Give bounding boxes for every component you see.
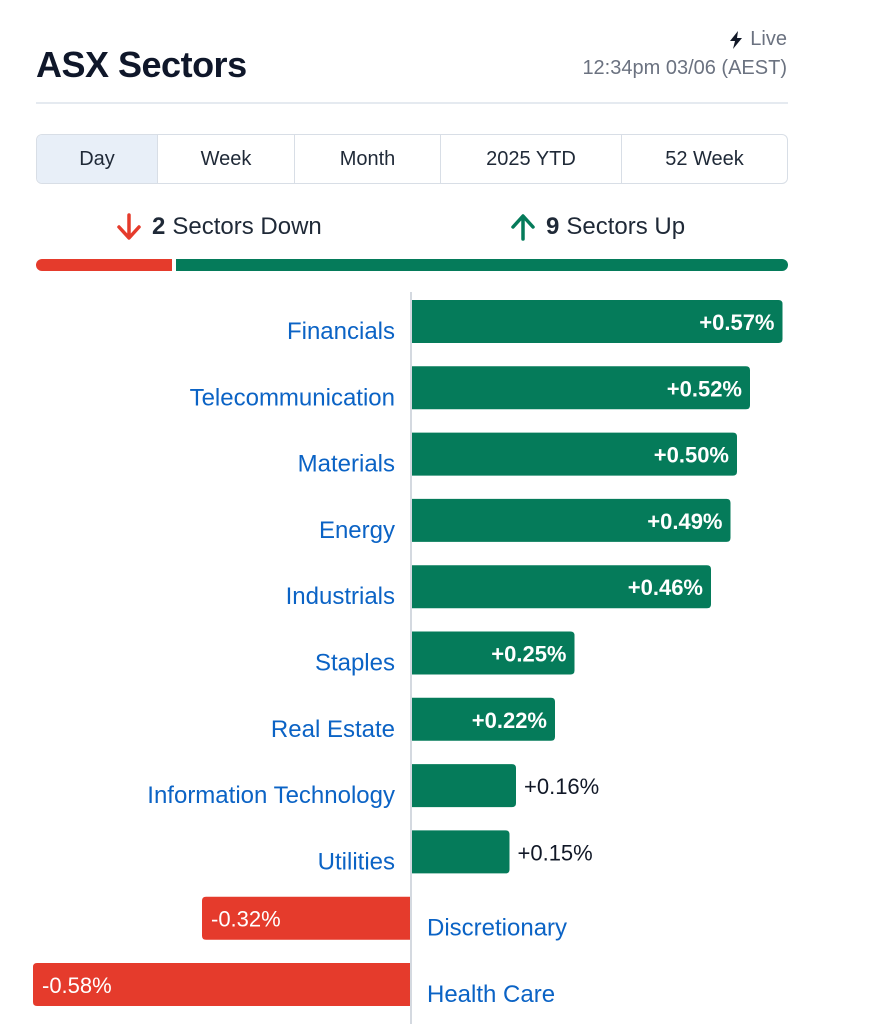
timestamp: 12:34pm 03/06 (AEST) [582, 57, 787, 79]
value-label-industrials: +0.46% [628, 575, 703, 600]
arrow-down-icon [117, 213, 141, 240]
sectors-up-text: Sectors Up [566, 213, 686, 240]
sectors-down-summary: 2 Sectors Down [116, 212, 322, 242]
category-label-utilities[interactable]: Utilities [318, 848, 395, 875]
category-label-staples[interactable]: Staples [315, 650, 395, 677]
category-label-health-care[interactable]: Health Care [427, 981, 555, 1008]
bar-industrials [412, 565, 711, 609]
value-label-energy: +0.49% [647, 509, 722, 534]
tab-week[interactable]: Week [158, 135, 295, 183]
value-label-telecommunication: +0.52% [667, 376, 742, 401]
value-label-health-care: -0.58% [42, 973, 112, 998]
tab-2025-ytd[interactable]: 2025 YTD [441, 135, 622, 183]
bar-materials [412, 432, 737, 476]
bar-telecommunication [412, 366, 750, 410]
bar-real-estate [412, 697, 555, 741]
value-label-staples: +0.25% [491, 642, 566, 667]
lightning-icon [730, 30, 743, 49]
bar-energy [412, 498, 731, 542]
bar-financials [412, 300, 783, 343]
up-down-ratio-bar [36, 259, 788, 271]
value-label-information-technology: +0.16% [524, 774, 599, 799]
value-label-discretionary: -0.32% [211, 907, 281, 932]
bar-discretionary [202, 896, 410, 940]
ratio-up-segment [176, 259, 788, 271]
category-label-industrials[interactable]: Industrials [286, 583, 395, 610]
category-label-materials[interactable]: Materials [298, 451, 395, 478]
category-label-real-estate[interactable]: Real Estate [271, 716, 395, 743]
category-label-telecommunication[interactable]: Telecommunication [190, 384, 395, 411]
tab-month[interactable]: Month [295, 135, 441, 183]
value-label-real-estate: +0.22% [472, 708, 547, 733]
live-indicator: Live [728, 28, 787, 51]
category-label-information-technology[interactable]: Information Technology [147, 782, 395, 809]
sectors-up-count: 9 [546, 213, 560, 240]
category-label-energy[interactable]: Energy [319, 517, 395, 544]
value-label-utilities: +0.15% [518, 840, 593, 865]
category-label-financials[interactable]: Financials [287, 318, 395, 345]
bar-health-care [33, 963, 410, 1006]
live-label: Live [750, 28, 787, 50]
ratio-down-segment [36, 259, 172, 271]
sectors-down-text: Sectors Down [172, 213, 322, 240]
tab-day[interactable]: Day [37, 135, 158, 183]
category-label-discretionary[interactable]: Discretionary [427, 915, 567, 942]
sectors-up-summary: 9 Sectors Up [510, 212, 685, 242]
arrow-up-icon [511, 214, 535, 241]
value-label-materials: +0.50% [654, 443, 729, 468]
value-label-financials: +0.57% [699, 310, 774, 335]
sectors-down-count: 2 [152, 213, 166, 240]
page-title: ASX Sectors [36, 44, 247, 85]
bar-utilities [412, 830, 510, 874]
bar-information-technology [412, 764, 516, 808]
bar-staples [412, 631, 575, 675]
header-divider [36, 102, 788, 104]
period-tabs: Day Week Month 2025 YTD 52 Week [36, 134, 788, 184]
tab-52-week[interactable]: 52 Week [665, 147, 744, 170]
